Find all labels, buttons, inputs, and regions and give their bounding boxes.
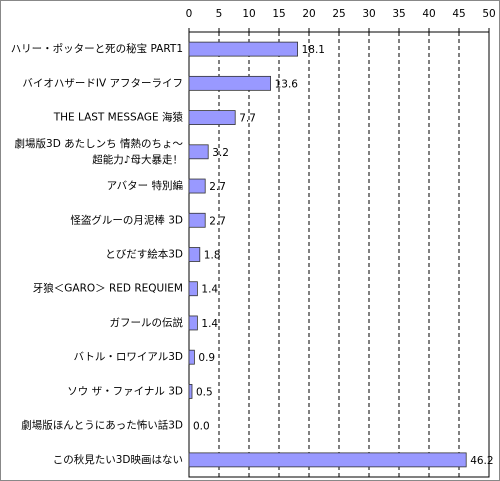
value-label: 7.7 <box>239 113 256 125</box>
value-label: 18.1 <box>302 44 325 56</box>
plot-area <box>188 31 490 478</box>
bar <box>188 178 206 194</box>
value-label: 0.5 <box>196 386 213 398</box>
y-tick-label: 劇場版3D あたしンち 情熱のちょ～ <box>15 137 184 150</box>
bar <box>188 75 271 91</box>
y-tick-label: バトル・ロワイアル3D <box>74 351 183 363</box>
value-label: 13.6 <box>275 78 299 90</box>
y-tick-label: ソウ ザ・ファイナル 3D <box>67 385 183 397</box>
y-tick-label: 超能力♪母大暴走！ <box>92 153 183 166</box>
y-tick-label: とびだす絵本3D <box>105 248 183 261</box>
x-tick-label: 25 <box>332 8 345 20</box>
value-label: 1.4 <box>201 284 218 296</box>
x-tick-label: 10 <box>242 8 255 20</box>
value-label: 0.0 <box>193 421 210 433</box>
bar <box>188 41 298 57</box>
bar <box>188 349 195 365</box>
x-tick-label: 20 <box>302 8 315 20</box>
x-tick-label: 5 <box>216 8 223 20</box>
value-label: 2.7 <box>209 181 226 193</box>
x-tick-label: 30 <box>362 8 375 20</box>
y-tick-label: ハリー・ポッターと死の秘宝 PART1 <box>11 42 183 55</box>
bar <box>188 452 467 468</box>
y-tick-label: THE LAST MESSAGE 海猿 <box>53 111 184 124</box>
x-tick-label: 0 <box>186 8 193 20</box>
x-tick-label: 40 <box>422 8 435 20</box>
value-label: 46.2 <box>470 455 493 467</box>
bar <box>188 110 236 125</box>
y-tick-label: アバター 特別編 <box>107 179 183 192</box>
x-tick-label: 50 <box>482 8 495 20</box>
y-tick-label: 牙狼＜GARO＞ RED REQUIEM <box>33 282 183 295</box>
value-label: 2.7 <box>209 215 226 227</box>
y-tick-label: ガフールの伝説 <box>110 316 184 329</box>
value-label: 0.9 <box>198 352 215 364</box>
y-tick-label: バイオハザードIV アフターライフ <box>22 77 183 89</box>
y-tick-label: 怪盗グルーの月泥棒 3D <box>70 213 183 226</box>
bar <box>188 144 209 160</box>
y-tick-label: 劇場版ほんとうにあった怖い話3D <box>21 419 183 432</box>
value-label: 3.2 <box>212 147 229 159</box>
y-tick-label: この秋見たい3D映画はない <box>53 453 183 466</box>
bar <box>188 384 193 399</box>
x-tick-label: 35 <box>392 8 405 20</box>
bar <box>188 281 198 297</box>
bar <box>188 212 206 228</box>
value-label: 1.4 <box>201 318 218 330</box>
bar <box>188 247 201 262</box>
x-tick-label: 15 <box>272 8 285 20</box>
value-label: 1.8 <box>204 250 221 262</box>
bar <box>188 315 198 331</box>
x-tick-label: 45 <box>452 8 465 20</box>
